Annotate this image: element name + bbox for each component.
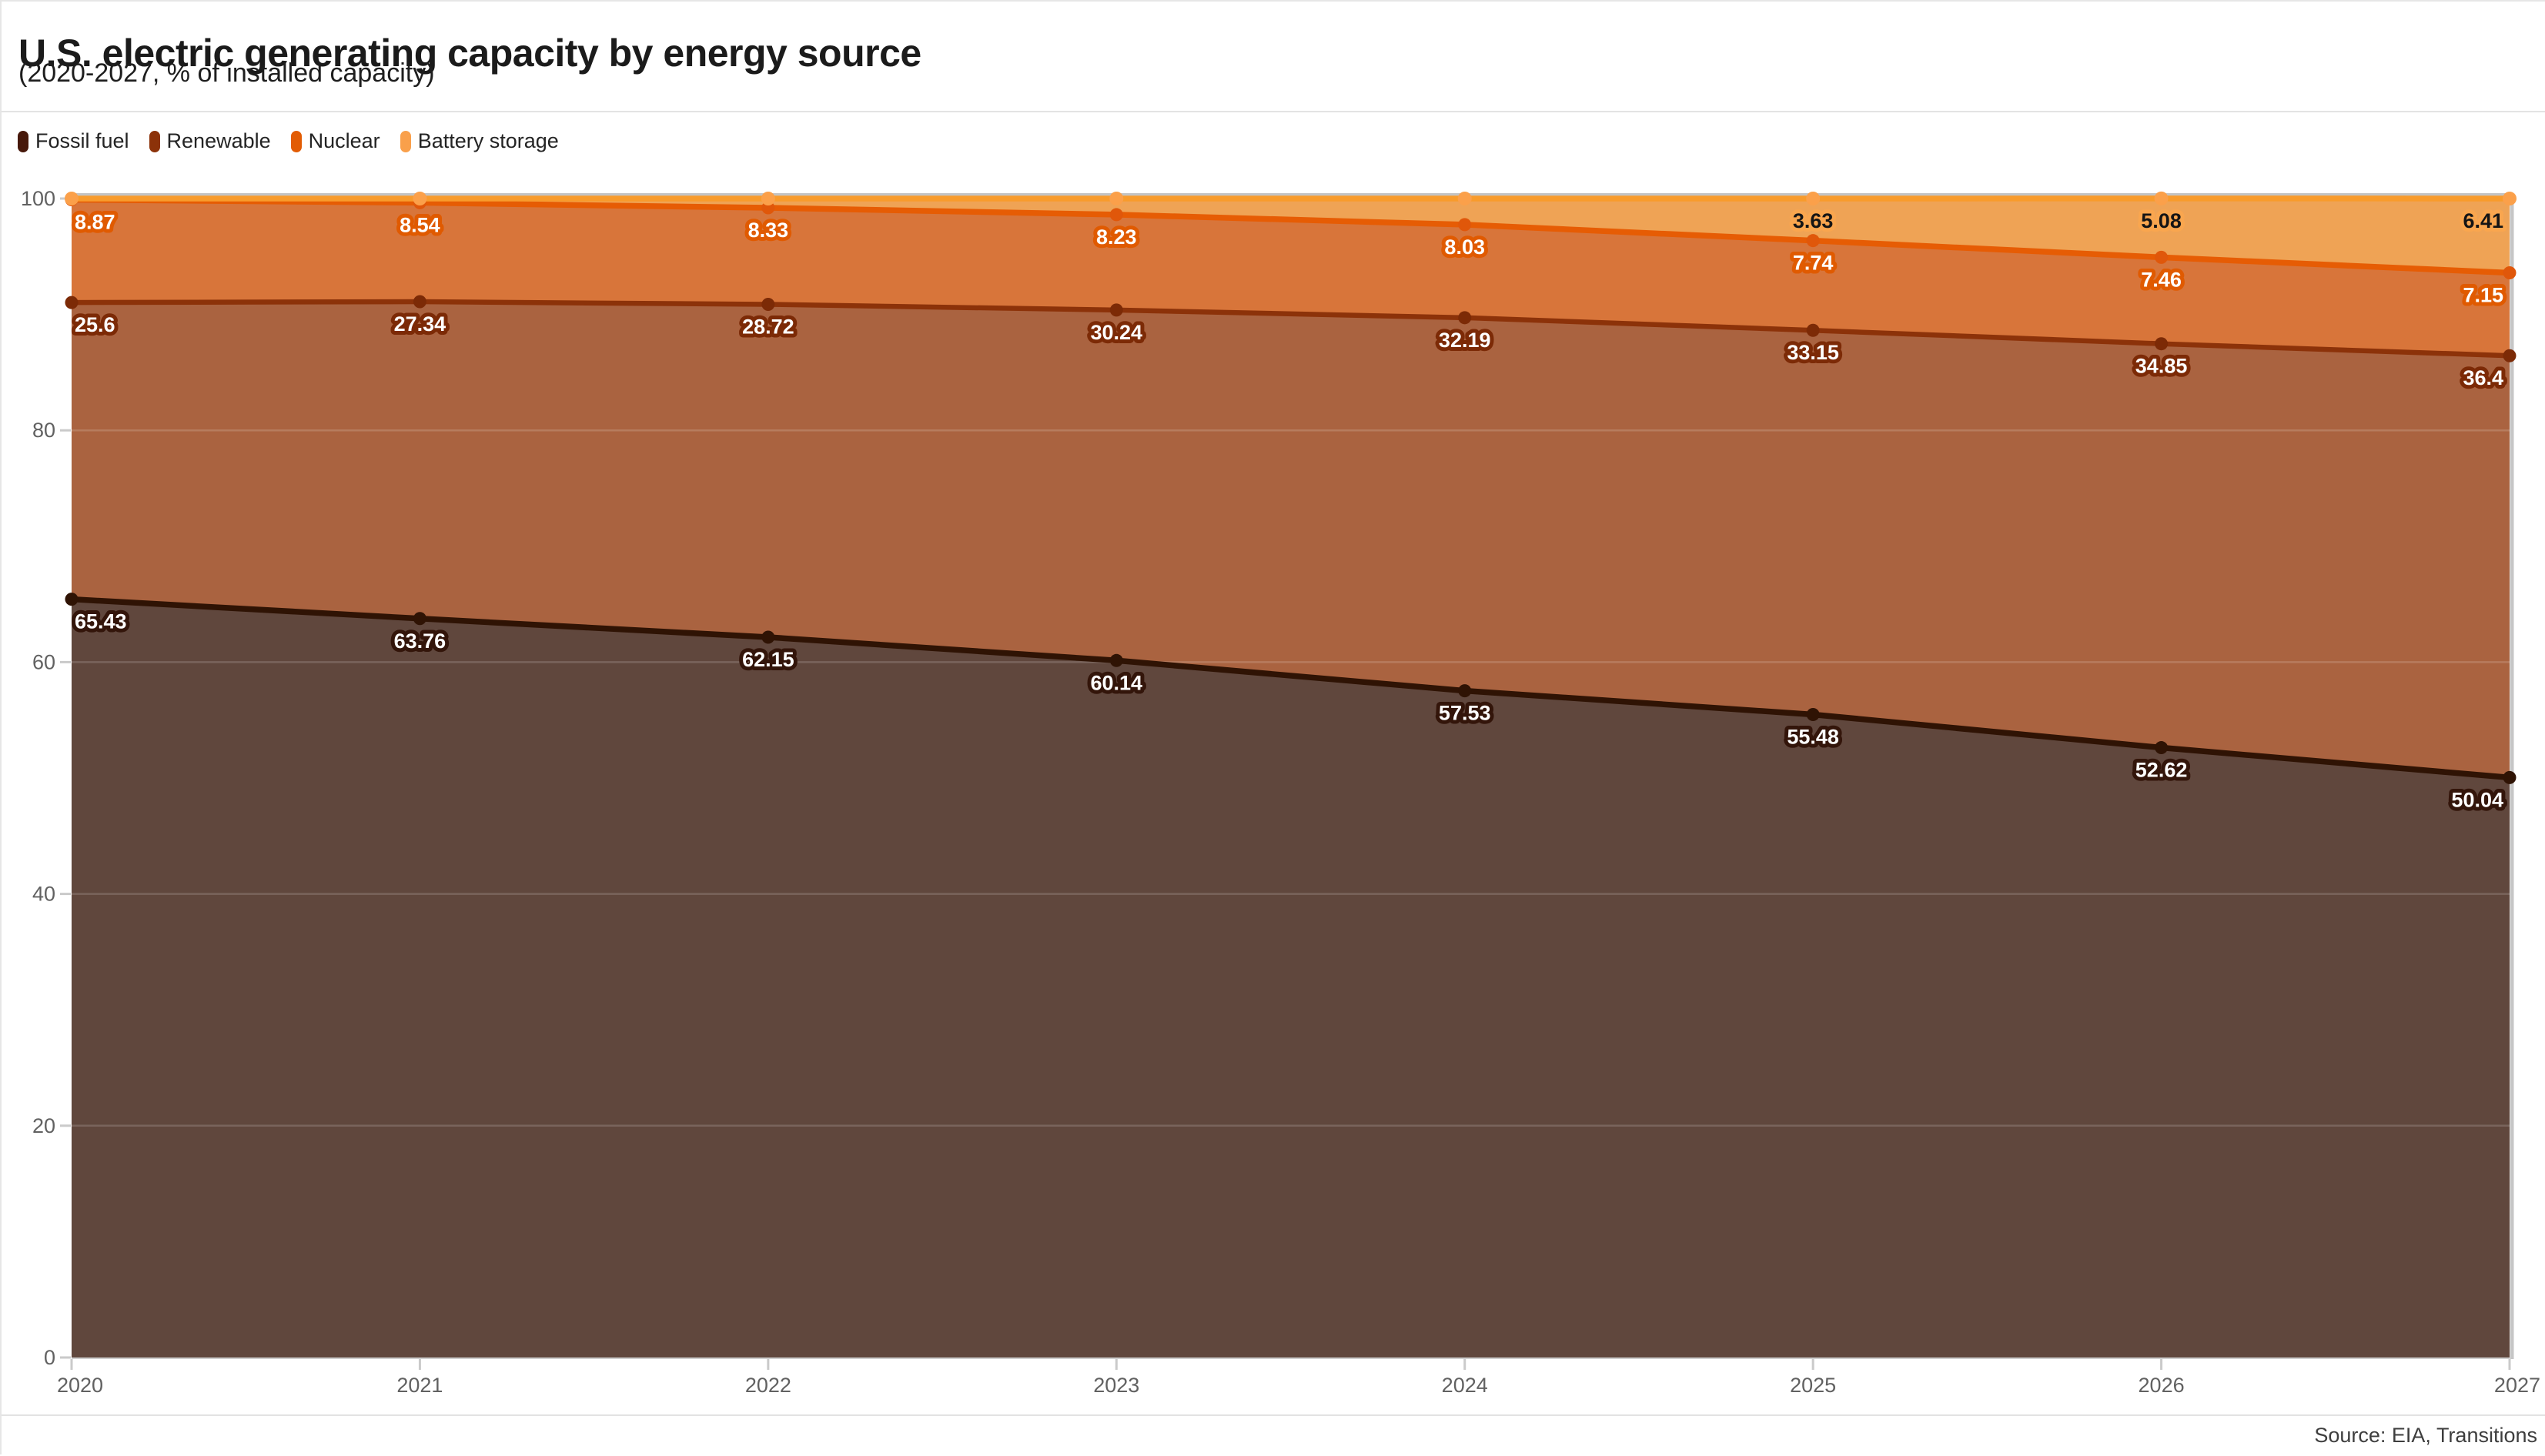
- value-label-battery-storage: 6.41: [2463, 209, 2503, 232]
- x-tick-label: 2027: [2494, 1374, 2540, 1397]
- y-tick-label: 40: [32, 883, 55, 906]
- value-label-renewable: 25.6: [75, 313, 115, 336]
- value-label-renewable: 30.24: [1090, 321, 1142, 344]
- point-marker-battery-storage: [1458, 192, 1472, 205]
- value-label-nuclear: 8.87: [75, 211, 115, 234]
- x-tick-label: 2022: [745, 1374, 791, 1397]
- value-label-nuclear: 8.33: [748, 219, 789, 242]
- y-tick-label: 100: [21, 187, 55, 210]
- value-label-fossil-fuel: 55.48: [1787, 725, 1839, 748]
- y-tick-label: 20: [32, 1114, 55, 1137]
- point-marker-renewable: [2155, 337, 2168, 350]
- point-marker-fossil-fuel: [1110, 654, 1123, 667]
- value-label-nuclear: 8.03: [1444, 235, 1485, 259]
- point-marker-battery-storage: [413, 192, 426, 205]
- point-marker-fossil-fuel: [2503, 771, 2517, 784]
- value-label-fossil-fuel: 62.15: [742, 648, 794, 671]
- x-tick-label: 2026: [2139, 1374, 2185, 1397]
- value-label-renewable: 28.72: [742, 315, 794, 338]
- x-tick-label: 2021: [396, 1374, 443, 1397]
- value-label-fossil-fuel: 52.62: [2135, 759, 2188, 782]
- value-label-battery-storage: 5.08: [2141, 209, 2182, 232]
- point-marker-nuclear: [2155, 251, 2168, 264]
- x-tick-label: 2020: [57, 1374, 103, 1397]
- value-label-renewable: 34.85: [2135, 355, 2188, 378]
- value-label-nuclear: 8.54: [400, 213, 440, 236]
- point-marker-fossil-fuel: [65, 593, 79, 606]
- point-marker-nuclear: [1807, 234, 1820, 247]
- value-label-fossil-fuel: 50.04: [2451, 788, 2503, 811]
- value-label-battery-storage: 3.63: [1793, 209, 1834, 232]
- x-tick-label: 2024: [1442, 1374, 1488, 1397]
- x-tick-label: 2025: [1790, 1374, 1836, 1397]
- source-note: Source: EIA, Transitions: [2314, 1424, 2537, 1448]
- point-marker-nuclear: [1110, 208, 1123, 221]
- point-marker-renewable: [761, 298, 774, 311]
- point-marker-battery-storage: [761, 192, 775, 205]
- footer-divider: [2, 1414, 2545, 1416]
- value-label-fossil-fuel: 60.14: [1090, 671, 1142, 694]
- value-label-renewable: 32.19: [1439, 329, 1491, 352]
- point-marker-fossil-fuel: [1807, 708, 1820, 721]
- value-label-nuclear: 7.15: [2463, 284, 2503, 307]
- point-marker-renewable: [1458, 311, 1471, 324]
- value-label-renewable: 33.15: [1787, 341, 1839, 364]
- y-tick-label: 0: [44, 1346, 55, 1369]
- value-label-renewable: 36.4: [2463, 366, 2503, 389]
- x-tick-label: 2023: [1093, 1374, 1139, 1397]
- point-marker-battery-storage: [2503, 192, 2517, 205]
- point-marker-fossil-fuel: [2155, 741, 2168, 754]
- point-marker-battery-storage: [1806, 192, 1820, 205]
- value-label-nuclear: 7.46: [2141, 268, 2182, 291]
- value-label-fossil-fuel: 57.53: [1439, 702, 1491, 725]
- point-marker-battery-storage: [2155, 192, 2169, 205]
- value-label-nuclear: 8.23: [1096, 225, 1137, 249]
- y-tick-label: 80: [32, 419, 55, 442]
- point-marker-battery-storage: [1109, 192, 1123, 205]
- point-marker-fossil-fuel: [761, 631, 774, 644]
- value-label-nuclear: 7.74: [1793, 252, 1834, 275]
- point-marker-renewable: [65, 296, 79, 309]
- point-marker-fossil-fuel: [1458, 684, 1471, 697]
- point-marker-battery-storage: [65, 192, 79, 205]
- point-marker-renewable: [1110, 303, 1123, 316]
- point-marker-nuclear: [2503, 266, 2517, 279]
- point-marker-renewable: [413, 296, 426, 309]
- value-label-fossil-fuel: 63.76: [394, 629, 446, 653]
- point-marker-renewable: [2503, 349, 2517, 362]
- value-label-renewable: 27.34: [394, 312, 446, 336]
- point-marker-fossil-fuel: [413, 612, 426, 625]
- value-label-fossil-fuel: 65.43: [75, 610, 127, 633]
- point-marker-renewable: [1807, 324, 1820, 337]
- y-tick-label: 60: [32, 650, 55, 673]
- point-marker-nuclear: [1458, 218, 1471, 231]
